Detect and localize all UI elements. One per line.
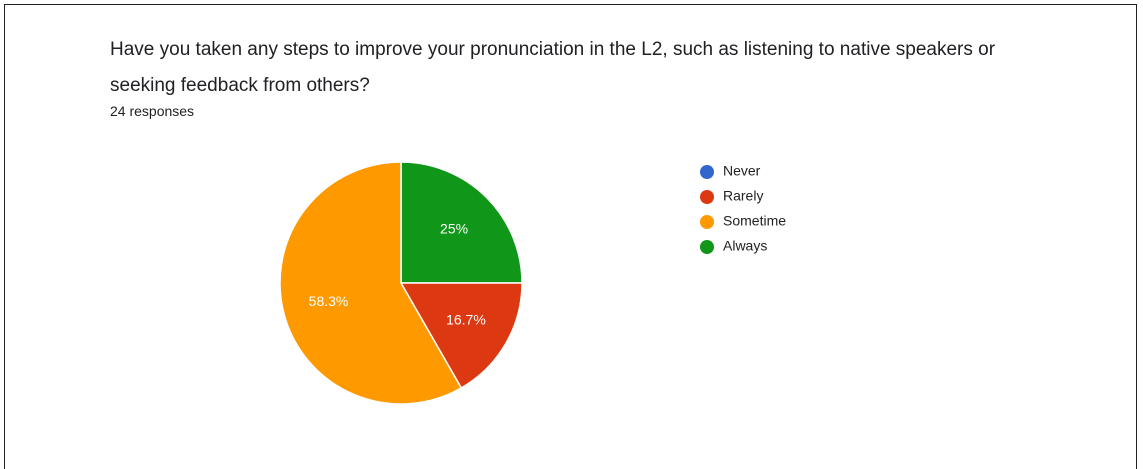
legend-swatch: [700, 165, 714, 179]
legend-label: Never: [723, 163, 761, 179]
pie-slice: [279, 161, 463, 405]
pie-slice: [399, 282, 523, 389]
slice-label: 58.3%: [309, 293, 349, 309]
legend-swatch: [700, 240, 714, 254]
legend-label: Always: [723, 238, 767, 254]
legend-swatch: [700, 215, 714, 229]
response-count: 24 responses: [110, 103, 195, 119]
legend-swatch: [700, 190, 714, 204]
frame: [4, 4, 1137, 469]
legend-label: Rarely: [723, 188, 763, 204]
question-title: Have you taken any steps to improve your…: [110, 39, 996, 96]
slice-label: 25%: [440, 221, 468, 237]
pie-slice: [400, 161, 523, 284]
slice-label: 16.7%: [446, 311, 486, 327]
legend-label: Sometime: [723, 213, 786, 229]
